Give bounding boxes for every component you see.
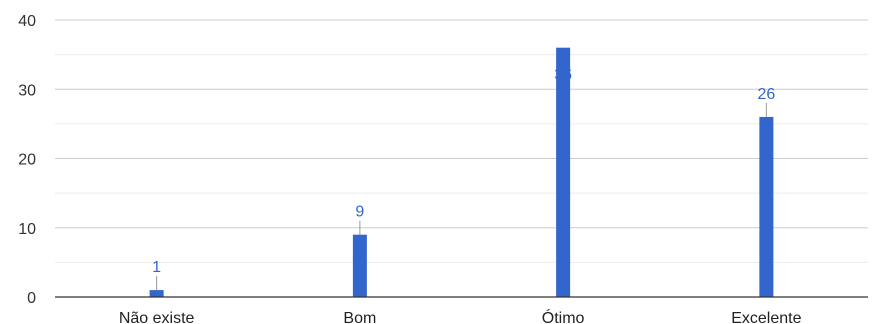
x-category-label: Ótimo [542,308,585,324]
bar [556,47,571,298]
data-label: 9 [355,204,364,221]
y-tick-label: 30 [18,82,36,99]
data-label: 36 [554,67,572,84]
y-tick-label: 20 [18,152,36,169]
gridlines [55,19,868,263]
y-tick-label: 0 [27,290,36,307]
bar [352,234,367,297]
bars [149,47,774,298]
x-axis-categories: Não existe Bom Ótimo Excelente [119,308,802,324]
x-category-label: Não existe [119,310,195,324]
bar [759,116,774,297]
bar [149,290,164,297]
data-label: 26 [757,86,775,103]
x-category-label: Excelente [731,310,801,324]
y-axis-ticks: 0 10 20 30 40 [18,13,36,307]
data-label: 1 [152,259,161,276]
x-category-label: Bom [343,310,376,324]
y-tick-label: 40 [18,13,36,30]
data-labels: 1 9 36 26 [152,67,775,291]
y-tick-label: 10 [18,221,36,238]
